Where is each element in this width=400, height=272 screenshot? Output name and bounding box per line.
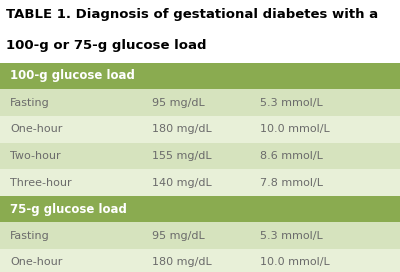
Text: 100-g or 75-g glucose load: 100-g or 75-g glucose load bbox=[6, 39, 206, 52]
Text: 100-g glucose load: 100-g glucose load bbox=[10, 69, 135, 82]
Bar bbox=[0, 169, 400, 196]
Text: 180 mg/dL: 180 mg/dL bbox=[152, 258, 212, 267]
Text: Two-hour: Two-hour bbox=[10, 151, 61, 161]
Text: One-hour: One-hour bbox=[10, 258, 62, 267]
Bar bbox=[0, 196, 400, 222]
Text: 7.8 mmol/L: 7.8 mmol/L bbox=[260, 178, 323, 187]
Bar bbox=[0, 89, 400, 116]
Text: Fasting: Fasting bbox=[10, 98, 50, 107]
Text: 180 mg/dL: 180 mg/dL bbox=[152, 124, 212, 134]
Text: One-hour: One-hour bbox=[10, 124, 62, 134]
Text: 95 mg/dL: 95 mg/dL bbox=[152, 231, 205, 241]
Bar bbox=[0, 63, 400, 89]
Text: 95 mg/dL: 95 mg/dL bbox=[152, 98, 205, 107]
Text: 10.0 mmol/L: 10.0 mmol/L bbox=[260, 258, 330, 267]
Text: Three-hour: Three-hour bbox=[10, 178, 72, 187]
Bar bbox=[0, 143, 400, 169]
Bar bbox=[0, 116, 400, 143]
Text: 75-g glucose load: 75-g glucose load bbox=[10, 203, 127, 216]
Bar bbox=[0, 249, 400, 272]
Text: TABLE 1. Diagnosis of gestational diabetes with a: TABLE 1. Diagnosis of gestational diabet… bbox=[6, 8, 378, 21]
Text: 8.6 mmol/L: 8.6 mmol/L bbox=[260, 151, 323, 161]
Bar bbox=[0, 222, 400, 249]
Text: 155 mg/dL: 155 mg/dL bbox=[152, 151, 212, 161]
Text: 10.0 mmol/L: 10.0 mmol/L bbox=[260, 124, 330, 134]
Text: 5.3 mmol/L: 5.3 mmol/L bbox=[260, 98, 323, 107]
Text: 140 mg/dL: 140 mg/dL bbox=[152, 178, 212, 187]
Text: 5.3 mmol/L: 5.3 mmol/L bbox=[260, 231, 323, 241]
Text: Fasting: Fasting bbox=[10, 231, 50, 241]
